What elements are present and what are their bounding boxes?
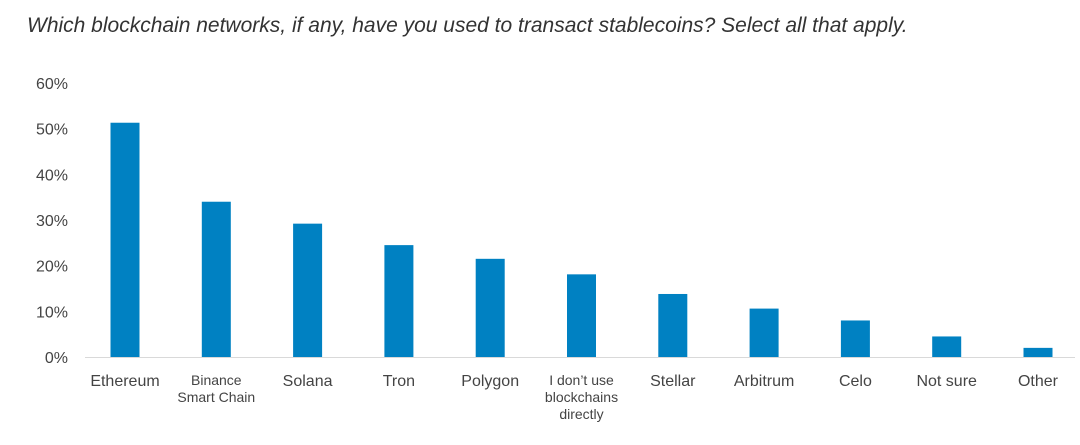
x-tick-label: Solana [283, 373, 333, 390]
bar [932, 336, 962, 357]
x-axis: Ethereum Binance Smart Chain Solana Tron Poly… [85, 357, 1075, 422]
bar [840, 320, 870, 357]
x-tick-label: Stellar [650, 373, 696, 390]
bar [110, 122, 140, 357]
x-tick-label: Celo [839, 373, 872, 390]
x-tick-label: Arbitrum [734, 373, 794, 390]
y-tick-label: 60% [36, 76, 68, 93]
bar [475, 258, 505, 357]
y-tick-label: 50% [36, 122, 68, 139]
x-tick-label: Tron [383, 373, 415, 390]
y-tick-label: 40% [36, 167, 68, 184]
y-tick-label: 30% [36, 213, 68, 230]
x-tick-label: I don’t use blockchains directly [545, 372, 618, 422]
bar [293, 223, 323, 357]
x-tick-label: Not sure [916, 373, 977, 390]
y-axis: 0% 10% 20% 30% 40% 50% 60% [36, 76, 68, 367]
y-tick-label: 10% [36, 304, 68, 321]
bar [567, 274, 596, 357]
bar [1023, 347, 1053, 357]
x-tick-label: Ethereum [90, 373, 159, 390]
bar [658, 293, 688, 357]
bars [110, 122, 1053, 357]
x-tick-label: Polygon [461, 373, 519, 390]
y-tick-label: 20% [36, 259, 68, 276]
bar [749, 308, 779, 357]
bar [201, 201, 231, 357]
chart-title: Which blockchain networks, if any, have … [27, 14, 908, 37]
x-tick-label: Other [1018, 373, 1059, 390]
x-tick-label: Binance Smart Chain [177, 372, 255, 405]
y-tick-label: 0% [45, 350, 68, 367]
bar [384, 245, 414, 357]
